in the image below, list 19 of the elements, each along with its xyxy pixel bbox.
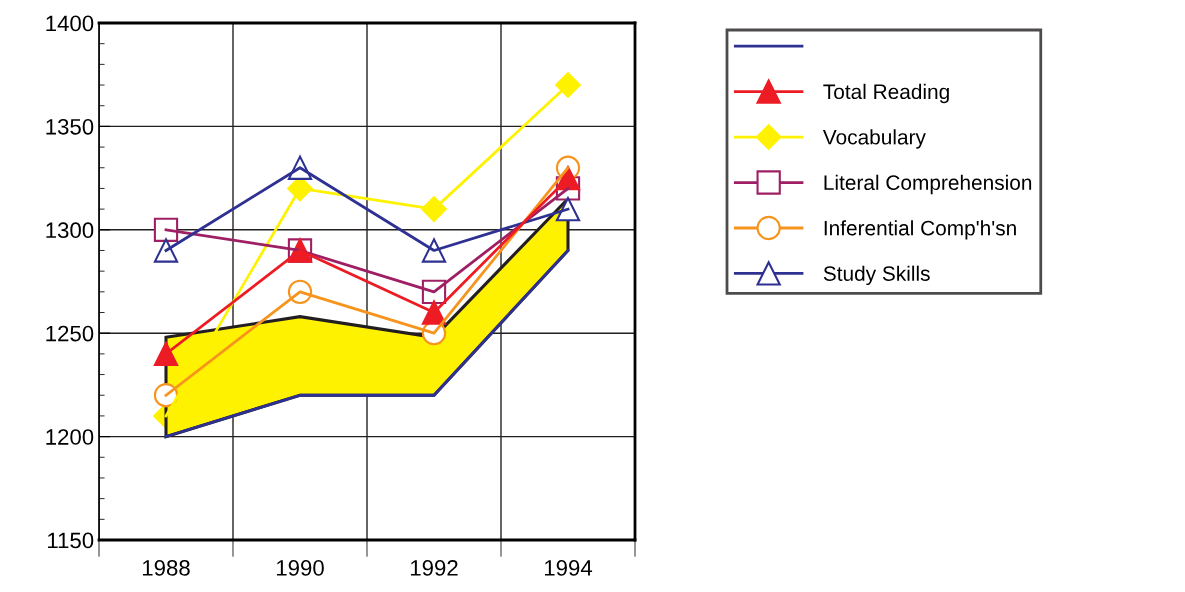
legend-label: Study Skills xyxy=(823,265,930,286)
point xyxy=(555,72,581,98)
x-tick-label: 1990 xyxy=(276,560,324,576)
point xyxy=(153,238,179,263)
x-tick-label: 1988 xyxy=(142,560,190,576)
y-tick-label: 1250 xyxy=(46,325,94,342)
x-tick-label: 1992 xyxy=(410,560,458,576)
y-tick-label: 1300 xyxy=(46,222,94,239)
legend-label: Vocabulary xyxy=(822,129,926,149)
y-tick-label: 1400 xyxy=(46,15,94,32)
legend-label: Literal Comprehension xyxy=(824,174,1032,195)
point xyxy=(153,341,179,367)
y-tick-label: 1350 xyxy=(46,118,94,135)
y-tick-label: 1200 xyxy=(46,429,94,445)
point xyxy=(153,217,179,242)
legend-label: Inferential Comp'h'sn xyxy=(824,220,1016,240)
x-tick-label: 1994 xyxy=(544,560,593,576)
legend-label: Total Reading xyxy=(823,83,949,104)
y-tick-label: 1150 xyxy=(48,532,94,549)
